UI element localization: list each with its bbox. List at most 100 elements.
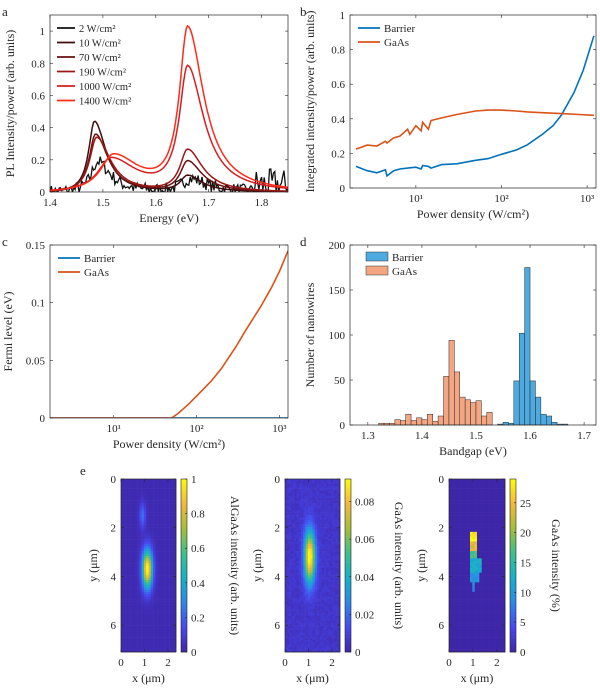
heatmap-cell bbox=[326, 536, 329, 540]
heatmap-cell bbox=[301, 510, 304, 513]
heatmap-cell bbox=[328, 603, 332, 607]
heatmap-cell bbox=[470, 495, 473, 499]
heatmap-cell bbox=[335, 601, 339, 605]
heatmap-cell bbox=[125, 539, 129, 542]
heatmap-cell bbox=[121, 524, 124, 528]
heatmap-cell bbox=[493, 491, 496, 494]
heatmap-cell bbox=[463, 493, 466, 497]
heatmap-cell bbox=[328, 515, 332, 518]
heatmap-cell bbox=[472, 555, 475, 559]
heatmap-cell bbox=[321, 560, 325, 564]
histogram-bar bbox=[405, 413, 412, 426]
heatmap-cell bbox=[285, 637, 288, 641]
heatmap-cell bbox=[162, 555, 165, 559]
heatmap-cell bbox=[491, 539, 494, 542]
heatmap-cell bbox=[321, 479, 325, 482]
heatmap-cell bbox=[141, 589, 145, 593]
heatmap-cell bbox=[312, 582, 316, 586]
heatmap-cell bbox=[123, 599, 126, 602]
heatmap-cell bbox=[155, 572, 158, 576]
heatmap-cell bbox=[303, 541, 306, 545]
heatmap-cell bbox=[155, 498, 158, 501]
heatmap-cell bbox=[285, 541, 288, 545]
heatmap-cell bbox=[307, 639, 311, 643]
heatmap-cell bbox=[470, 510, 473, 513]
heatmap-cell bbox=[141, 529, 145, 533]
colorbar-cell bbox=[345, 582, 351, 586]
heatmap-cell bbox=[458, 563, 461, 566]
x-tick-label: 10² bbox=[189, 423, 204, 435]
heatmap-cell bbox=[296, 567, 300, 571]
heatmap-cell bbox=[310, 512, 313, 516]
heatmap-cell bbox=[287, 524, 290, 528]
heatmap-cell bbox=[502, 512, 506, 516]
heatmap-cell bbox=[166, 491, 170, 494]
heatmap-cell bbox=[323, 479, 327, 482]
heatmap-cell bbox=[303, 527, 306, 530]
heatmap-cell bbox=[137, 591, 140, 595]
heatmap-cell bbox=[470, 534, 473, 537]
heatmap-cell bbox=[500, 495, 503, 499]
heatmap-cell bbox=[171, 635, 175, 638]
heatmap-cell bbox=[451, 479, 454, 482]
heatmap-cell bbox=[169, 522, 172, 525]
heatmap-cell bbox=[453, 551, 457, 554]
heatmap-cell bbox=[491, 503, 494, 506]
heatmap-cell bbox=[326, 498, 329, 501]
heatmap-cell bbox=[319, 515, 322, 518]
heatmap-cell bbox=[481, 560, 485, 564]
heatmap-cell bbox=[143, 558, 147, 561]
heatmap-cell bbox=[335, 486, 339, 489]
heatmap-cell bbox=[484, 500, 487, 504]
heatmap-cell bbox=[305, 582, 309, 586]
heatmap-cell bbox=[460, 560, 464, 564]
heatmap-cell bbox=[328, 503, 332, 506]
heatmap-cell bbox=[121, 560, 124, 564]
heatmap-cell bbox=[143, 555, 147, 559]
heatmap-cell bbox=[148, 498, 152, 501]
heatmap-cell bbox=[159, 491, 163, 494]
heatmap-cell bbox=[310, 642, 313, 646]
heatmap-cell bbox=[289, 565, 293, 569]
heatmap-cell bbox=[148, 541, 152, 545]
heatmap-cell bbox=[319, 524, 322, 528]
heatmap-cell bbox=[130, 582, 133, 586]
heatmap-cell bbox=[479, 500, 482, 504]
heatmap-cell bbox=[146, 647, 149, 650]
heatmap-cell bbox=[301, 519, 304, 523]
heatmap-cell bbox=[491, 519, 494, 523]
heatmap-cell bbox=[458, 575, 461, 578]
heatmap-cell bbox=[465, 491, 468, 494]
heatmap-cell bbox=[493, 517, 496, 521]
heatmap-cell bbox=[323, 570, 327, 574]
heatmap-cell bbox=[495, 543, 499, 547]
heatmap-cell bbox=[310, 531, 313, 535]
heatmap-cell bbox=[143, 594, 147, 598]
y-tick-label: 2 bbox=[111, 523, 117, 535]
heatmap-cell bbox=[169, 558, 172, 561]
heatmap-cell bbox=[335, 570, 339, 574]
heatmap-cell bbox=[153, 555, 156, 559]
heatmap-cell bbox=[330, 505, 334, 509]
heatmap-cell bbox=[159, 603, 163, 607]
heatmap-cell bbox=[314, 635, 318, 638]
heatmap-cell bbox=[330, 541, 334, 545]
heatmap-cell bbox=[317, 630, 320, 634]
heatmap-cell bbox=[335, 649, 339, 653]
heatmap-cell bbox=[305, 512, 309, 516]
heatmap-cell bbox=[143, 500, 147, 504]
heatmap-cell bbox=[314, 615, 318, 619]
heatmap-cell bbox=[474, 515, 478, 518]
heatmap-cell bbox=[323, 500, 327, 504]
heatmap-cell bbox=[296, 553, 300, 557]
heatmap-cell bbox=[467, 567, 471, 571]
heatmap-cell bbox=[477, 519, 480, 523]
heatmap-cell bbox=[481, 579, 485, 583]
heatmap-cell bbox=[285, 529, 288, 533]
heatmap-cell bbox=[171, 522, 175, 525]
heatmap-cell bbox=[463, 548, 466, 552]
heatmap-cell bbox=[301, 644, 304, 648]
heatmap-cell bbox=[148, 603, 152, 607]
colorbar-cell bbox=[345, 600, 351, 604]
heatmap-cell bbox=[162, 491, 165, 494]
